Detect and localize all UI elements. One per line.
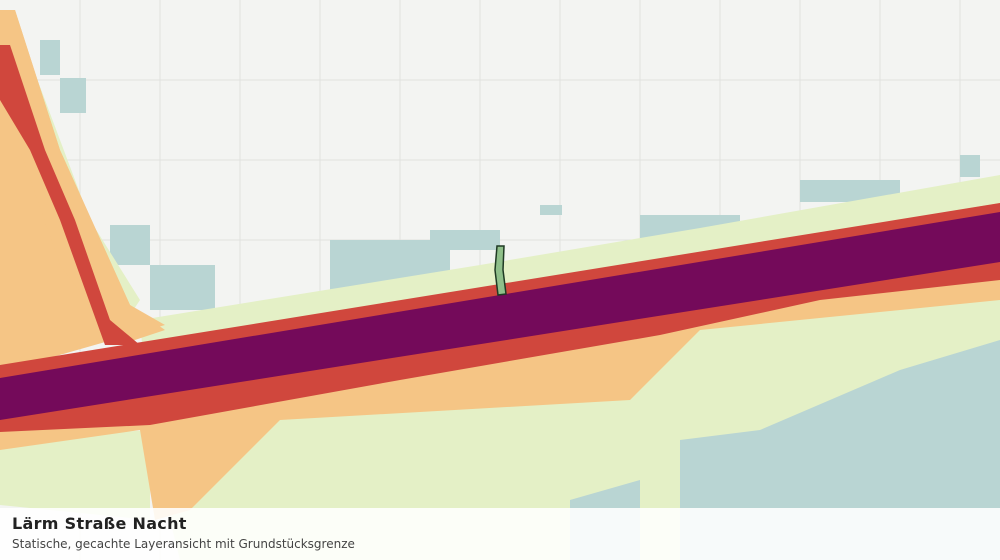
noise-zone-55 <box>0 10 165 345</box>
noise-zone-65 <box>0 212 1000 420</box>
noise-zone-low <box>680 340 1000 560</box>
map-subtitle: Statische, gecachte Layeransicht mit Gru… <box>12 537 355 551</box>
map-title: Lärm Straße Nacht <box>12 514 187 533</box>
noise-zone-60 <box>0 45 140 345</box>
caption-panel: Lärm Straße Nacht Statische, gecachte La… <box>0 508 1000 560</box>
noise-zone-45 <box>0 430 150 520</box>
parcel-boundary[interactable] <box>494 245 507 296</box>
